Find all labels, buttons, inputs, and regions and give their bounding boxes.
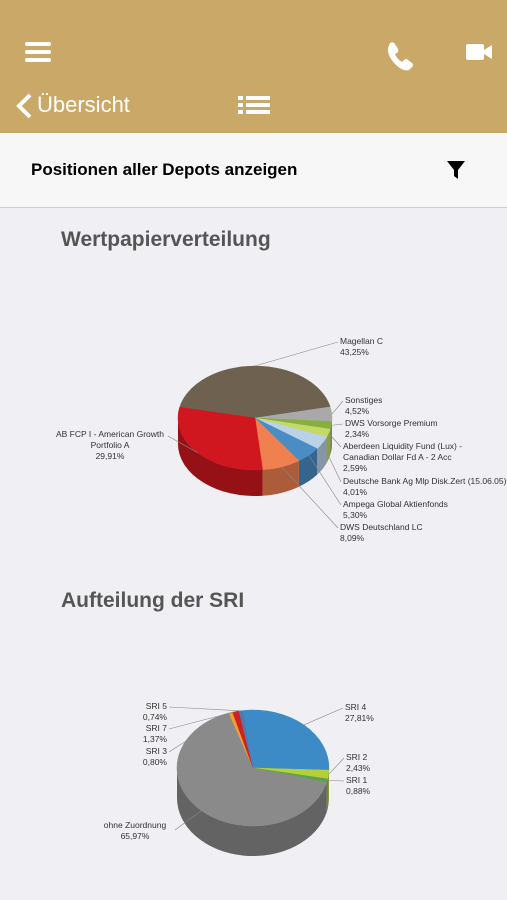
- slice-value: 65,97%: [120, 831, 150, 841]
- slice-value: 4,52%: [345, 406, 370, 416]
- slice-name: Deutsche Bank Ag Mlp Disk.Zert (15.06.05…: [343, 476, 507, 486]
- slice-label: SRI 1 0,88%: [346, 775, 370, 797]
- filter-label: Positionen aller Depots anzeigen: [31, 160, 298, 179]
- slice-label: SRI 2 2,43%: [346, 752, 370, 774]
- slice-value: 0,88%: [346, 786, 371, 796]
- slice-name: AB FCP I - American Growth Portfolio A: [55, 429, 164, 450]
- slice-label: DWS Vorsorge Premium 2,34%: [345, 418, 438, 440]
- slice-name: DWS Deutschland LC: [340, 522, 423, 532]
- chart-title: Wertpapierverteilung: [61, 228, 271, 251]
- slice-label: AB FCP I - American Growth Portfolio A 29…: [55, 429, 165, 462]
- slice-label: Aberdeen Liquidity Fund (Lux) - Canadian…: [343, 441, 463, 474]
- slice-name: Sonstiges: [345, 395, 383, 405]
- slice-value: 2,43%: [346, 763, 371, 773]
- slice-label: SRI 4 27,81%: [345, 702, 374, 724]
- slice-side: [330, 421, 332, 456]
- slice-side: [327, 770, 329, 809]
- leader-line: [331, 423, 344, 426]
- slice-name: ohne Zuordnung: [103, 820, 167, 830]
- video-button[interactable]: [466, 44, 492, 60]
- leader-line: [281, 466, 339, 529]
- leader-line: [322, 443, 342, 483]
- slice-name: Ampega Global Aktienfonds: [343, 499, 448, 509]
- slice-side: [178, 418, 263, 496]
- slice-value: 1,37%: [142, 734, 167, 744]
- slice-name: DWS Vorsorge Premium: [345, 418, 438, 428]
- pie-slice: [177, 406, 263, 471]
- header: Übersicht: [0, 0, 507, 133]
- slice-label: SRI 5 0,74%: [127, 701, 167, 723]
- pie-slice: [242, 709, 330, 771]
- slice-label: SRI 3 0,80%: [127, 746, 167, 768]
- slice-name: SRI 1: [346, 775, 368, 785]
- leader-line: [308, 455, 342, 506]
- slice-name: SRI 3: [145, 746, 167, 756]
- slice-side: [326, 429, 331, 464]
- slice-value: 27,81%: [345, 713, 374, 723]
- slice-label: SRI 7 1,37%: [127, 723, 167, 745]
- filter-icon[interactable]: [0, 133, 507, 207]
- slice-name: Magellan C: [340, 336, 383, 346]
- slice-value: 0,74%: [142, 712, 167, 722]
- slice-value: 5,30%: [343, 510, 368, 520]
- slice-value: 8,09%: [340, 533, 365, 543]
- phone-button[interactable]: [387, 42, 413, 71]
- slice-side: [326, 778, 328, 813]
- slice-value: 2,59%: [343, 463, 368, 473]
- leader-line: [328, 433, 342, 448]
- slice-side: [177, 768, 327, 857]
- slice-name: SRI 2: [346, 752, 368, 762]
- leader-line: [174, 810, 202, 831]
- leader-line: [328, 757, 345, 775]
- header-icons: [16, 42, 492, 119]
- slice-label: Sonstiges 4,52%: [345, 395, 382, 417]
- slice-value: 0,80%: [142, 757, 167, 767]
- slice-side: [262, 460, 299, 496]
- slice-label: Ampega Global Aktienfonds 5,30%: [343, 499, 448, 521]
- slice-value: 4,01%: [343, 487, 368, 497]
- slice-label: DWS Deutschland LC 8,09%: [340, 522, 423, 544]
- leader-line: [303, 707, 344, 726]
- back-chevron[interactable]: [16, 93, 32, 119]
- leader-line: [254, 341, 339, 367]
- slice-value: 29,91%: [95, 451, 125, 461]
- leader-line: [331, 400, 344, 415]
- filter-bar[interactable]: Positionen aller Depots anzeigen: [0, 133, 507, 208]
- slice-name: SRI 5: [145, 701, 167, 711]
- slice-name: Aberdeen Liquidity Fund (Lux) - Canadian…: [343, 441, 463, 462]
- slice-name: SRI 7: [145, 723, 167, 733]
- slice-label: Magellan C 43,25%: [340, 336, 383, 358]
- slice-name: SRI 4: [345, 702, 367, 712]
- back-label[interactable]: Übersicht: [37, 92, 130, 117]
- list-button[interactable]: [238, 96, 270, 114]
- leader-line: [167, 435, 198, 453]
- slice-side: [298, 448, 318, 487]
- chart-title: Aufteilung der SRI: [61, 589, 245, 612]
- leader-line: [168, 706, 241, 712]
- slice-value: 2,34%: [345, 429, 370, 439]
- slice-label: Deutsche Bank Ag Mlp Disk.Zert (15.06.05…: [343, 476, 506, 498]
- leader-line: [168, 711, 236, 730]
- slice-value: 43,25%: [340, 347, 369, 357]
- slice-label: ohne Zuordnung 65,97%: [85, 820, 185, 842]
- pie-slice: [179, 365, 331, 419]
- menu-button[interactable]: [25, 42, 51, 62]
- leader-line: [168, 712, 231, 753]
